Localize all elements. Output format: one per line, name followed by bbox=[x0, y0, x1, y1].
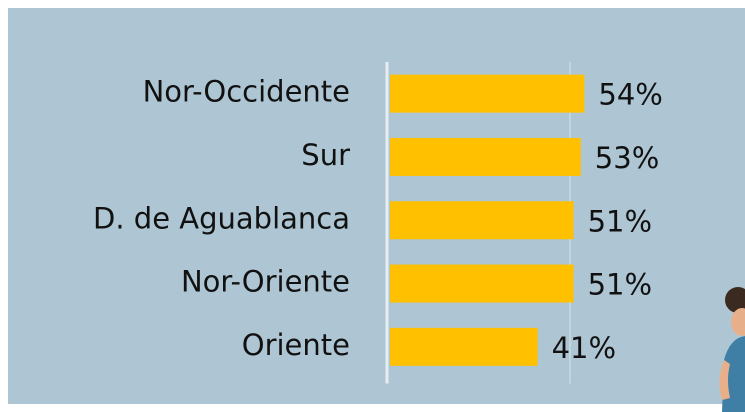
value-label: 51% bbox=[588, 204, 652, 238]
bar bbox=[390, 74, 585, 113]
bar bbox=[390, 137, 581, 176]
value-label: 53% bbox=[595, 141, 659, 175]
bar bbox=[390, 327, 538, 366]
category-label: Nor-Occidente bbox=[143, 75, 350, 109]
value-label: 51% bbox=[588, 268, 652, 302]
bar bbox=[390, 264, 574, 303]
bar bbox=[390, 201, 574, 240]
value-label: 54% bbox=[598, 78, 662, 112]
category-label: Nor-Oriente bbox=[181, 265, 350, 299]
background bbox=[8, 8, 745, 404]
person-figure bbox=[719, 287, 745, 412]
category-label: Sur bbox=[301, 138, 350, 172]
value-label: 41% bbox=[552, 331, 616, 365]
category-label: D. de Aguablanca bbox=[93, 201, 350, 235]
category-label: Oriente bbox=[242, 328, 350, 362]
